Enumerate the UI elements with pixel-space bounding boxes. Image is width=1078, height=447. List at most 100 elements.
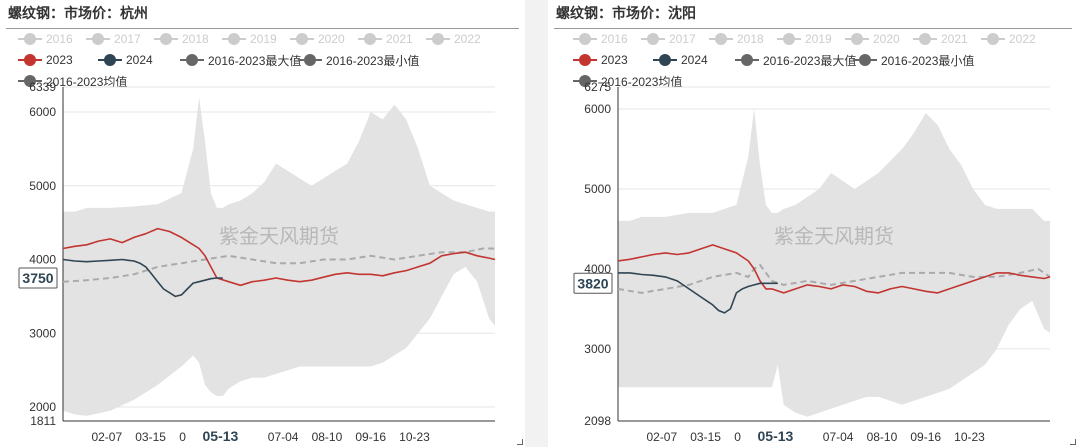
legend-label: 2018	[737, 32, 764, 46]
legend-label: 2018	[182, 32, 209, 46]
watermark: 紫金天风期货	[219, 224, 339, 248]
legend-item-2016-2023[interactable]: 2016-2023均值	[573, 73, 682, 89]
legend-marker-icon	[913, 32, 937, 46]
legend-item-2016[interactable]: 2016	[18, 31, 73, 47]
x-tick-label: 0	[179, 430, 186, 444]
legend-item-2024[interactable]: 2024	[653, 52, 708, 68]
legend-item-2017[interactable]: 2017	[86, 31, 141, 47]
legend-item-2019[interactable]: 2019	[222, 31, 277, 47]
legend-marker-icon	[735, 53, 759, 67]
legend-item-2016-2023[interactable]: 2016-2023均值	[18, 73, 127, 89]
legend-marker-icon	[86, 32, 110, 46]
legend-marker-icon	[777, 32, 801, 46]
resize-handle-icon[interactable]	[517, 439, 523, 445]
legend-label: 2016-2023均值	[601, 74, 683, 89]
y-tick-label: 2000	[29, 400, 56, 414]
y-tick-label: 6339	[29, 80, 56, 94]
legend-label: 2016-2023最大值	[208, 53, 302, 68]
legend-marker-icon	[154, 32, 178, 46]
y-tick-label: 5000	[29, 179, 56, 193]
x-tick-label: 08-10	[312, 430, 343, 444]
legend-marker-icon	[653, 53, 677, 67]
x-tick-label: 05-13	[203, 428, 239, 444]
legend-item-2020[interactable]: 2020	[845, 31, 900, 47]
x-tick-label: 03-15	[690, 430, 721, 444]
y-tick-label: 4000	[29, 253, 56, 267]
legend-marker-icon	[981, 32, 1005, 46]
legend-item-2021[interactable]: 2021	[913, 31, 968, 47]
legend-marker-icon	[573, 53, 597, 67]
legend-marker-icon	[573, 74, 597, 88]
legend-item-2016-2023[interactable]: 2016-2023最小值	[298, 52, 419, 68]
legend-item-2017[interactable]: 2017	[641, 31, 696, 47]
legend-item-2018[interactable]: 2018	[709, 31, 764, 47]
chart-panel-hangzhou: 螺纹钢：市场价：杭州 2016 2017 2018 2019 2020 2021 2022 2…	[0, 0, 525, 447]
series-line-2024	[62, 258, 223, 298]
legend-label: 2020	[318, 32, 345, 46]
legend-label: 2019	[250, 32, 277, 46]
legend-marker-icon	[18, 53, 42, 67]
legend-marker-icon	[426, 32, 450, 46]
legend-label: 2020	[873, 32, 900, 46]
legend-label: 2021	[386, 32, 413, 46]
series-line-2023	[617, 244, 1051, 294]
legend-marker-icon	[573, 32, 597, 46]
legend-item-2023[interactable]: 2023	[573, 52, 628, 68]
current-value-label: 3820	[573, 272, 613, 294]
legend-label: 2022	[454, 32, 481, 46]
series-line-2023	[62, 227, 496, 287]
legend-marker-icon	[98, 53, 122, 67]
x-tick-label: 02-07	[91, 430, 122, 444]
x-tick-label: 09-16	[910, 430, 941, 444]
legend-marker-icon	[180, 53, 204, 67]
legend-item-2020[interactable]: 2020	[290, 31, 345, 47]
legend-marker-icon	[709, 32, 733, 46]
legend-item-2016-2023[interactable]: 2016-2023最大值	[180, 52, 301, 68]
legend-item-2022[interactable]: 2022	[981, 31, 1036, 47]
x-tick-label: 07-04	[268, 430, 299, 444]
y-tick-label: 6275	[584, 80, 611, 94]
legend-label: 2016-2023均值	[46, 74, 128, 89]
legend-label: 2021	[941, 32, 968, 46]
chart-plot: 2098 3000 4000 5000 6000 6275 紫金天风期货 02-07 03-15…	[573, 80, 1051, 444]
x-tick-label: 03-15	[135, 430, 166, 444]
legend-label: 2016	[46, 32, 73, 46]
series-band-max-min	[63, 97, 495, 416]
legend-label: 2017	[669, 32, 696, 46]
legend-item-2016-2023[interactable]: 2016-2023最大值	[735, 52, 856, 68]
legend-label: 2023	[601, 53, 628, 67]
legend-marker-icon	[298, 53, 322, 67]
legend-label: 2017	[114, 32, 141, 46]
legend-item-2018[interactable]: 2018	[154, 31, 209, 47]
legend-marker-icon	[18, 74, 42, 88]
legend-item-2016-2023[interactable]: 2016-2023最小值	[853, 52, 974, 68]
chart-title: 螺纹钢：市场价：杭州	[8, 6, 148, 22]
x-tick-label: 10-23	[954, 430, 985, 444]
series-line-2016-2023	[617, 263, 1051, 294]
current-value-text: 3820	[577, 275, 608, 291]
legend-item-2021[interactable]: 2021	[358, 31, 413, 47]
x-tick-label: 05-13	[758, 428, 794, 444]
legend-marker-icon	[853, 53, 877, 67]
legend-marker-icon	[845, 32, 869, 46]
legend-marker-icon	[290, 32, 314, 46]
legend-label: 2024	[126, 53, 153, 67]
x-tick-label: 10-23	[399, 430, 430, 444]
y-tick-label: 2098	[584, 414, 611, 428]
x-tick-label: 09-16	[355, 430, 386, 444]
legend-label: 2024	[681, 53, 708, 67]
legend-marker-icon	[18, 32, 42, 46]
legend-item-2023[interactable]: 2023	[18, 52, 73, 68]
legend-item-2016[interactable]: 2016	[573, 31, 628, 47]
legend-label: 2016-2023最小值	[326, 53, 420, 68]
legend-label: 2019	[805, 32, 832, 46]
legend-label: 2016-2023最大值	[763, 53, 857, 68]
resize-handle-icon[interactable]	[1070, 439, 1076, 445]
legend-item-2024[interactable]: 2024	[98, 52, 153, 68]
x-tick-label: 08-10	[867, 430, 898, 444]
legend-item-2019[interactable]: 2019	[777, 31, 832, 47]
legend-label: 2016	[601, 32, 628, 46]
watermark: 紫金天风期货	[774, 224, 894, 248]
legend-item-2022[interactable]: 2022	[426, 31, 481, 47]
